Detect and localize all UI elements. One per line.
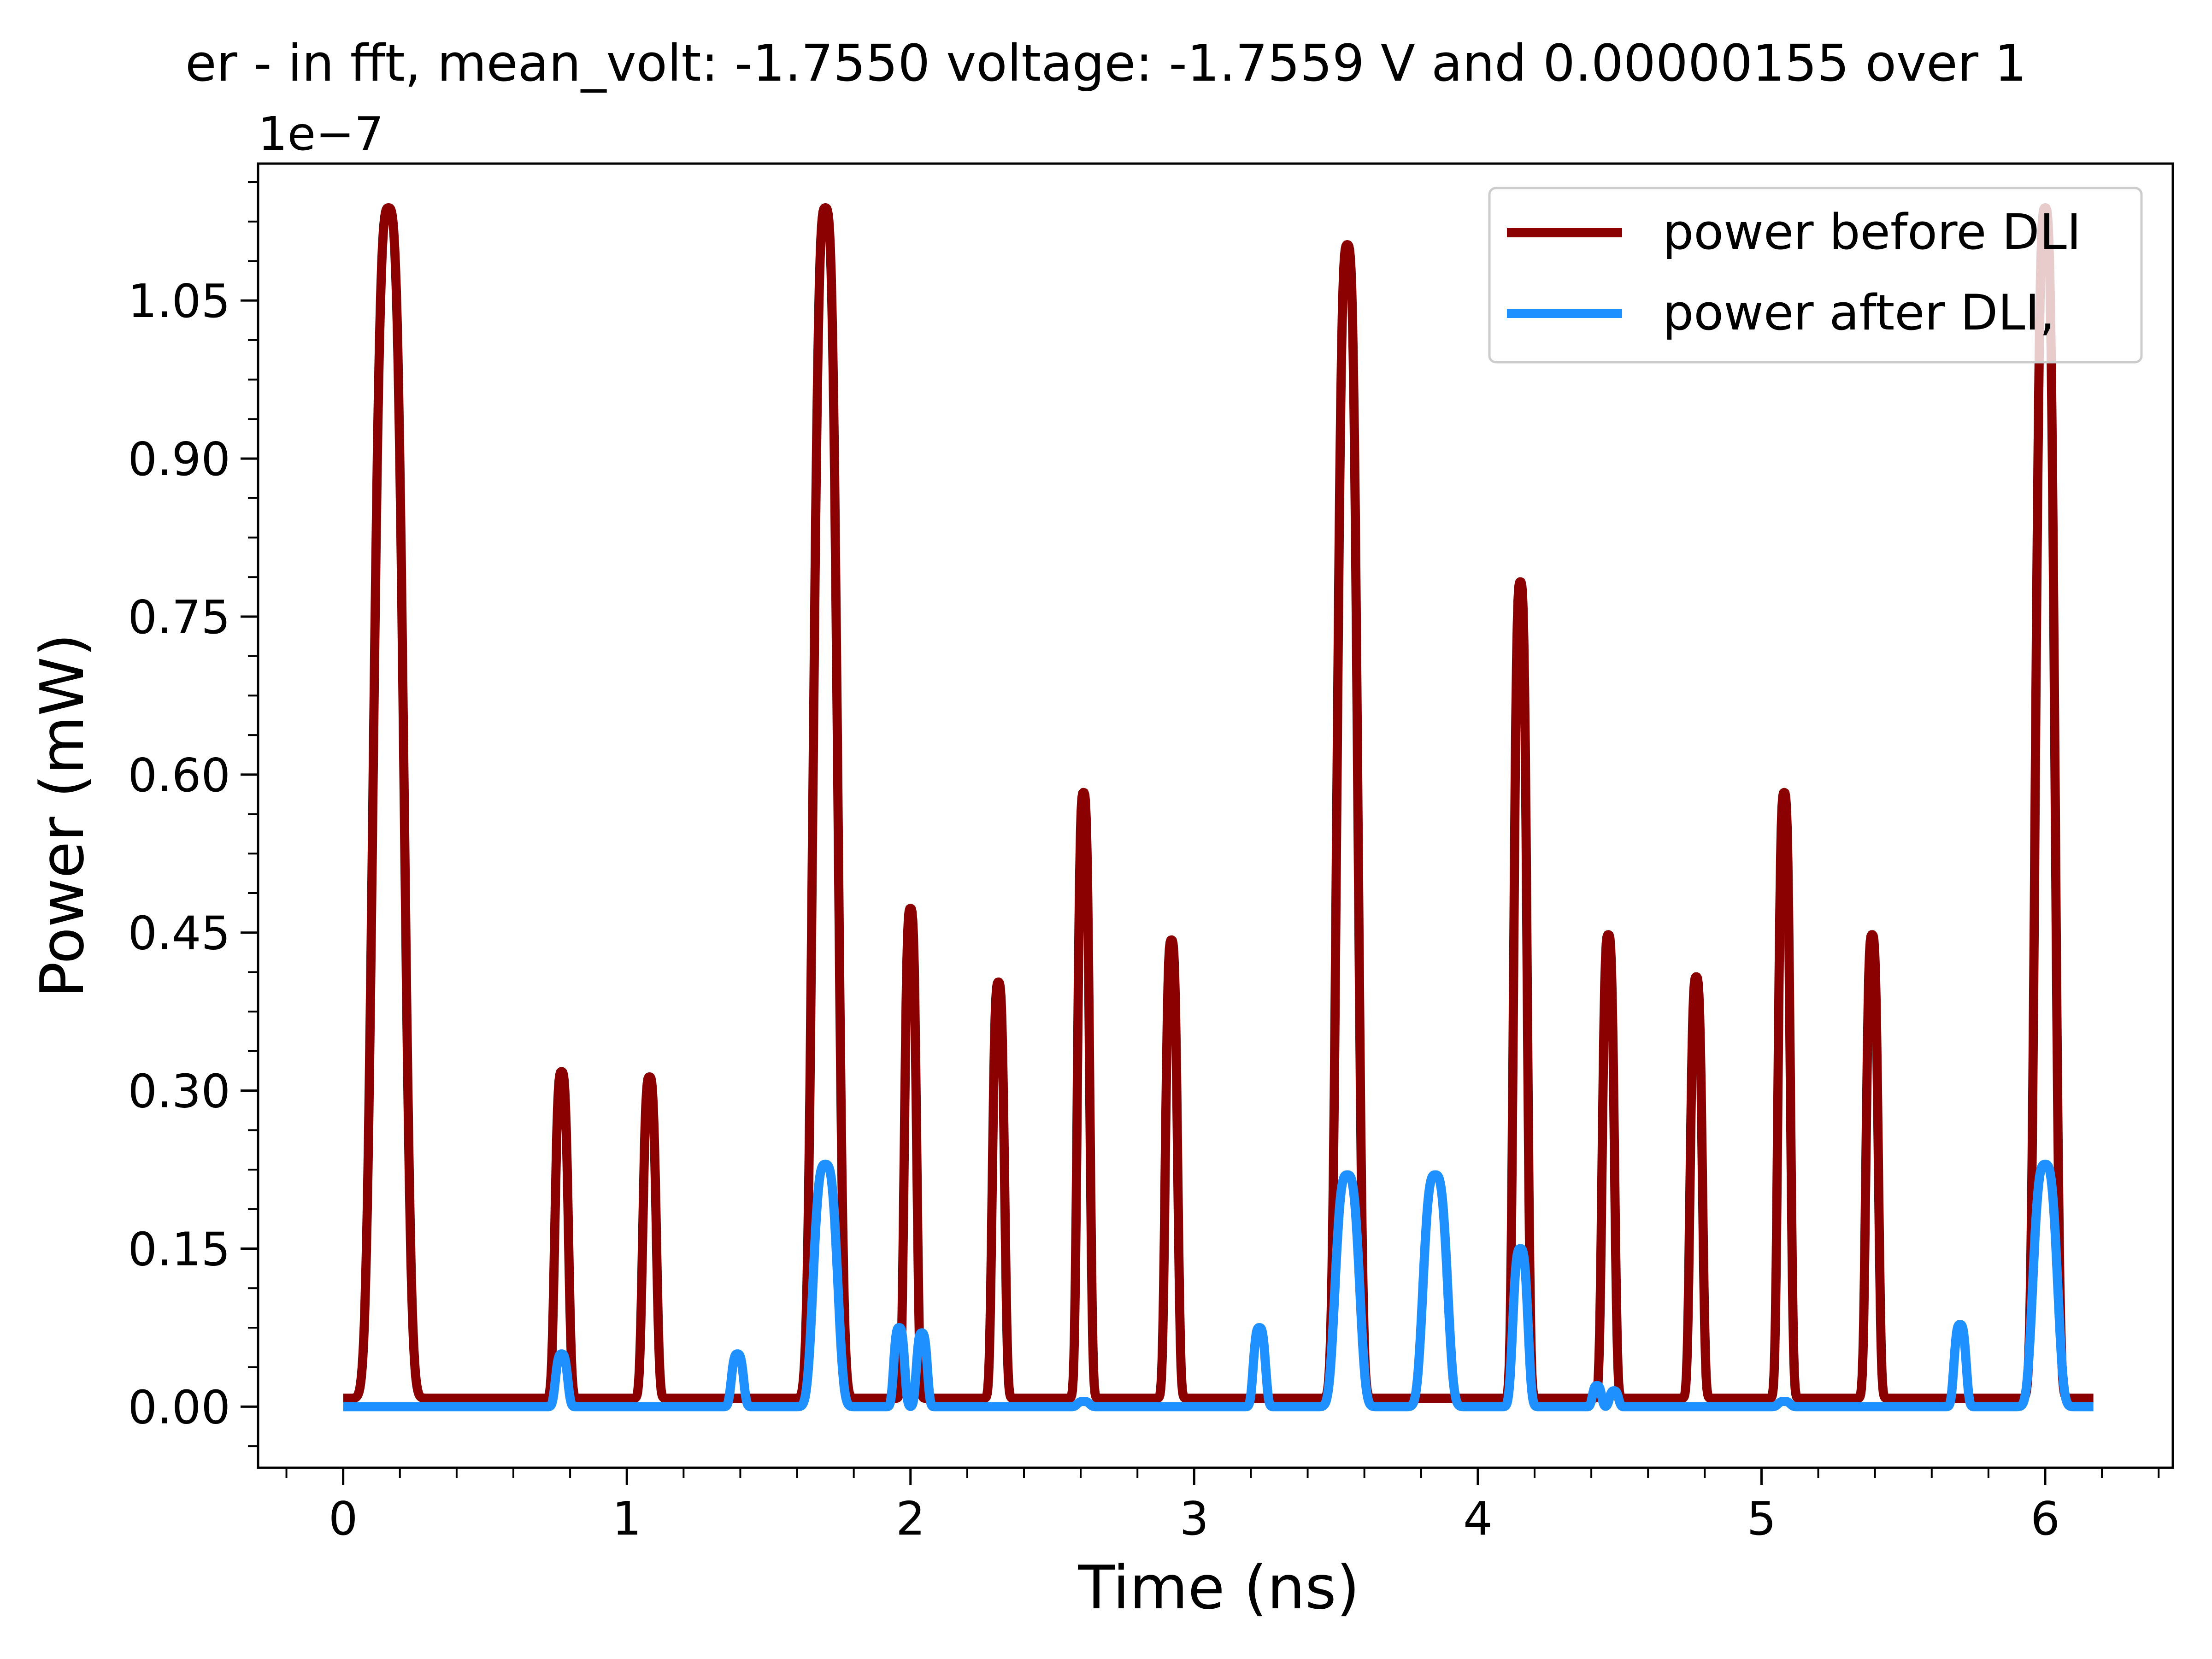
- y-tick-label: 0.90: [128, 432, 230, 486]
- x-tick-label: 2: [896, 1492, 925, 1546]
- plot-frame: [257, 162, 2174, 1469]
- y-tick-label: 0.60: [128, 748, 230, 802]
- legend-frame: [1488, 187, 2143, 364]
- x-tick-label: 5: [1747, 1492, 1777, 1546]
- legend-label-power-after-dli: power after DLI,: [1663, 284, 2055, 341]
- y-tick-label: 0.00: [128, 1380, 230, 1434]
- y-offset-label: 1e−7: [258, 107, 384, 161]
- x-axis-label: Time (ns): [1077, 1553, 1359, 1623]
- x-axis-ticks: 0 1 2 3 4 5 6: [285, 1468, 2160, 1546]
- legend: power before DLI power after DLI,: [1488, 187, 2143, 364]
- plot-lines: [339, 203, 2098, 1412]
- x-tick-label: 1: [612, 1492, 641, 1546]
- x-tick-label: 4: [1463, 1492, 1493, 1546]
- y-tick-label: 0.75: [128, 590, 230, 644]
- y-tick-label: 1.05: [128, 274, 230, 328]
- series-line-power-after-dli: [339, 1159, 2098, 1412]
- x-tick-label: 3: [1180, 1492, 1209, 1546]
- x-tick-label: 6: [2030, 1492, 2060, 1546]
- x-tick-label: 0: [329, 1492, 358, 1546]
- series-line-power-before-dli: [339, 203, 2098, 1403]
- y-tick-label: 0.45: [128, 906, 230, 960]
- legend-label-power-before-dli: power before DLI: [1663, 204, 2081, 260]
- y-axis-ticks: 0.00 0.15 0.30 0.45 0.60 0.75 0.90 1.05: [128, 181, 258, 1447]
- y-axis-label: Power (mW): [27, 634, 97, 998]
- chart-title: er - in fft, mean_volt: -1.7550 voltage:…: [185, 34, 2027, 93]
- y-tick-label: 0.15: [128, 1223, 230, 1277]
- y-tick-label: 0.30: [128, 1065, 230, 1118]
